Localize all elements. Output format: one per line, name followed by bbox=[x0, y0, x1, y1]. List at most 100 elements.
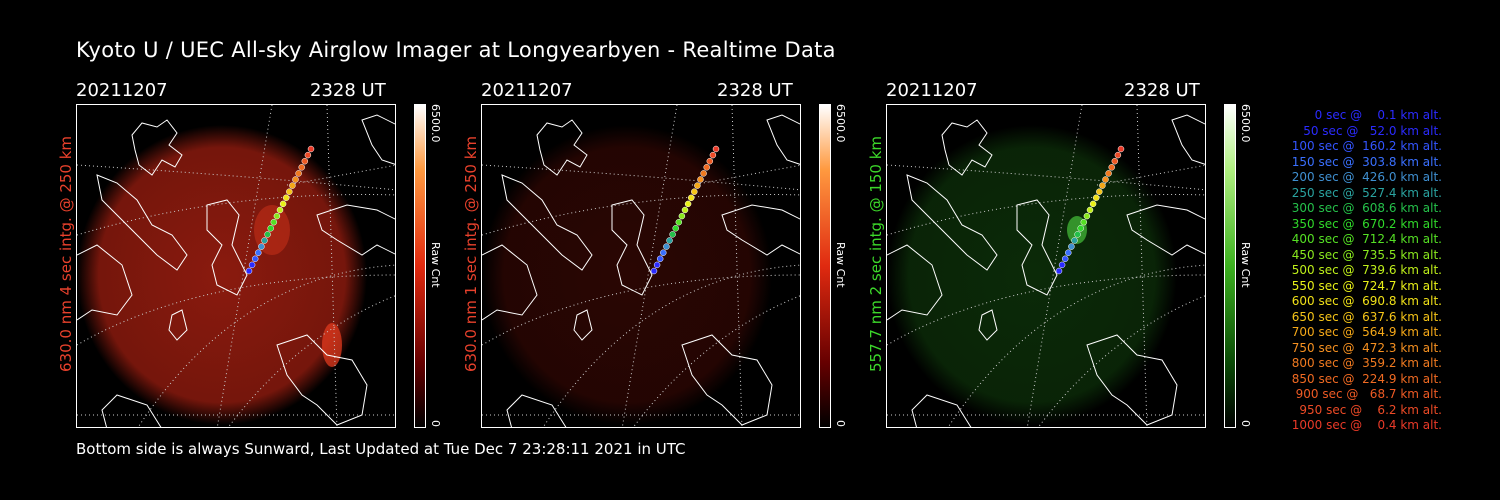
track-point bbox=[1092, 194, 1100, 202]
airglow-image bbox=[482, 125, 772, 425]
track-point bbox=[255, 249, 262, 256]
track-point bbox=[261, 237, 268, 244]
track-point bbox=[1108, 164, 1115, 171]
track-point bbox=[681, 206, 689, 214]
panel-2-time: 2328 UT bbox=[717, 80, 793, 101]
panel-2-map bbox=[482, 105, 800, 427]
legend-row: 150 sec @ 303.8 km alt. bbox=[1287, 154, 1442, 169]
track-point bbox=[1055, 267, 1063, 275]
panel-3-image bbox=[886, 104, 1206, 428]
panel-3-ylabel: 557.7 nm 2 sec intg. @ 150 km bbox=[867, 135, 885, 372]
track-point bbox=[1117, 145, 1125, 153]
satellite-track bbox=[1055, 145, 1125, 275]
satellite-track bbox=[245, 145, 315, 275]
legend-row: 400 sec @ 712.4 km alt. bbox=[1287, 232, 1442, 246]
page-title: Kyoto U / UEC All-sky Airglow Imager at … bbox=[76, 38, 836, 62]
legend-row: 50 sec @ 52.0 km alt. bbox=[1295, 123, 1442, 138]
legend-row: 0 sec @ 0.1 km alt. bbox=[1303, 108, 1442, 122]
track-point bbox=[666, 237, 673, 244]
track-point bbox=[663, 243, 670, 250]
track-point bbox=[687, 194, 695, 202]
track-point bbox=[1058, 261, 1066, 269]
track-point bbox=[656, 255, 664, 263]
panel-2-date: 20211207 bbox=[481, 80, 573, 101]
track-point bbox=[1068, 243, 1075, 250]
legend-row: 550 sec @ 724.7 km alt. bbox=[1287, 278, 1442, 293]
track-point bbox=[282, 194, 290, 202]
airglow-image bbox=[77, 125, 367, 425]
track-point bbox=[678, 212, 686, 220]
legend-row: 1000 sec @ 0.4 km alt. bbox=[1291, 418, 1442, 432]
track-point bbox=[289, 182, 296, 189]
panel-1-image bbox=[76, 104, 396, 428]
coastlines bbox=[77, 114, 395, 427]
panel-2-ylabel: 630.0 nm 1 sec intg. @ 250 km bbox=[462, 135, 480, 372]
footer-status: Bottom side is always Sunward, Last Upda… bbox=[76, 440, 686, 458]
panel-1-date: 20211207 bbox=[76, 80, 168, 101]
panel-3-cbar-max: 6500.0 bbox=[1239, 104, 1252, 143]
panel-1-colorbar bbox=[414, 104, 426, 428]
track-point bbox=[1096, 188, 1103, 195]
airglow-image bbox=[887, 125, 1177, 425]
panel-3-colorbar bbox=[1224, 104, 1236, 428]
panel-1-cbar-min: 0 bbox=[429, 420, 442, 427]
track-point bbox=[298, 164, 305, 171]
satellite-track bbox=[650, 145, 720, 275]
legend-row: 800 sec @ 359.2 km alt. bbox=[1287, 356, 1442, 370]
track-point bbox=[675, 218, 683, 226]
panel-3-cbar-min: 0 bbox=[1239, 420, 1252, 427]
panel-2-colorbar bbox=[819, 104, 831, 428]
track-point bbox=[248, 261, 256, 269]
track-point bbox=[650, 267, 658, 275]
panel-1-cbar-unit: Raw Cnt bbox=[429, 242, 442, 288]
track-point bbox=[301, 157, 309, 165]
panel-1-map bbox=[77, 105, 395, 427]
panel-3-cbar-unit: Raw Cnt bbox=[1239, 242, 1252, 288]
track-point bbox=[267, 225, 274, 232]
altitude-legend: 0 sec @ 0.1 km alt. 50 sec @ 52.0 km alt… bbox=[1262, 108, 1442, 434]
track-point bbox=[279, 200, 287, 208]
legend-row: 200 sec @ 426.0 km alt. bbox=[1287, 170, 1442, 184]
track-point bbox=[258, 243, 265, 250]
legend-row: 700 sec @ 564.9 km alt. bbox=[1287, 325, 1442, 339]
legend-row: 600 sec @ 690.8 km alt. bbox=[1287, 294, 1442, 308]
panel-3-time: 2328 UT bbox=[1124, 80, 1200, 101]
legend-row: 350 sec @ 670.2 km alt. bbox=[1287, 216, 1442, 231]
coastlines bbox=[482, 114, 800, 427]
track-point bbox=[712, 145, 720, 153]
legend-row: 900 sec @ 68.7 km alt. bbox=[1291, 387, 1442, 401]
legend-row: 850 sec @ 224.9 km alt. bbox=[1287, 371, 1442, 386]
track-point bbox=[684, 200, 692, 208]
track-point bbox=[1071, 237, 1078, 244]
panel-2-cbar-max: 6500.0 bbox=[834, 104, 847, 143]
panel-1-time: 2328 UT bbox=[310, 80, 386, 101]
track-point bbox=[1065, 249, 1072, 256]
track-point bbox=[660, 249, 667, 256]
legend-row: 250 sec @ 527.4 km alt. bbox=[1287, 185, 1442, 200]
track-point bbox=[1061, 255, 1069, 263]
legend-row: 750 sec @ 472.3 km alt. bbox=[1287, 340, 1442, 355]
panel-3-map bbox=[887, 105, 1205, 427]
track-point bbox=[270, 218, 278, 226]
track-point bbox=[1102, 176, 1109, 183]
track-point bbox=[292, 176, 299, 183]
track-point bbox=[245, 267, 253, 275]
track-point bbox=[264, 231, 271, 238]
track-point bbox=[273, 212, 281, 220]
legend-row: 500 sec @ 739.6 km alt. bbox=[1287, 263, 1442, 277]
track-point bbox=[1099, 182, 1106, 189]
track-point bbox=[286, 188, 293, 195]
coastlines bbox=[887, 114, 1205, 427]
track-point bbox=[672, 225, 679, 232]
geographic-grid bbox=[77, 105, 395, 427]
track-point bbox=[307, 145, 315, 153]
panel-2-image bbox=[481, 104, 801, 428]
aurora-patch bbox=[322, 323, 342, 367]
legend-row: 950 sec @ 6.2 km alt. bbox=[1295, 402, 1442, 417]
track-point bbox=[1114, 151, 1122, 159]
track-point bbox=[1080, 218, 1088, 226]
legend-row: 450 sec @ 735.5 km alt. bbox=[1287, 247, 1442, 262]
legend-row: 650 sec @ 637.6 km alt. bbox=[1287, 309, 1442, 324]
panel-1-ylabel: 630.0 nm 4 sec intg. @ 250 km bbox=[57, 135, 75, 372]
track-point bbox=[669, 231, 676, 238]
